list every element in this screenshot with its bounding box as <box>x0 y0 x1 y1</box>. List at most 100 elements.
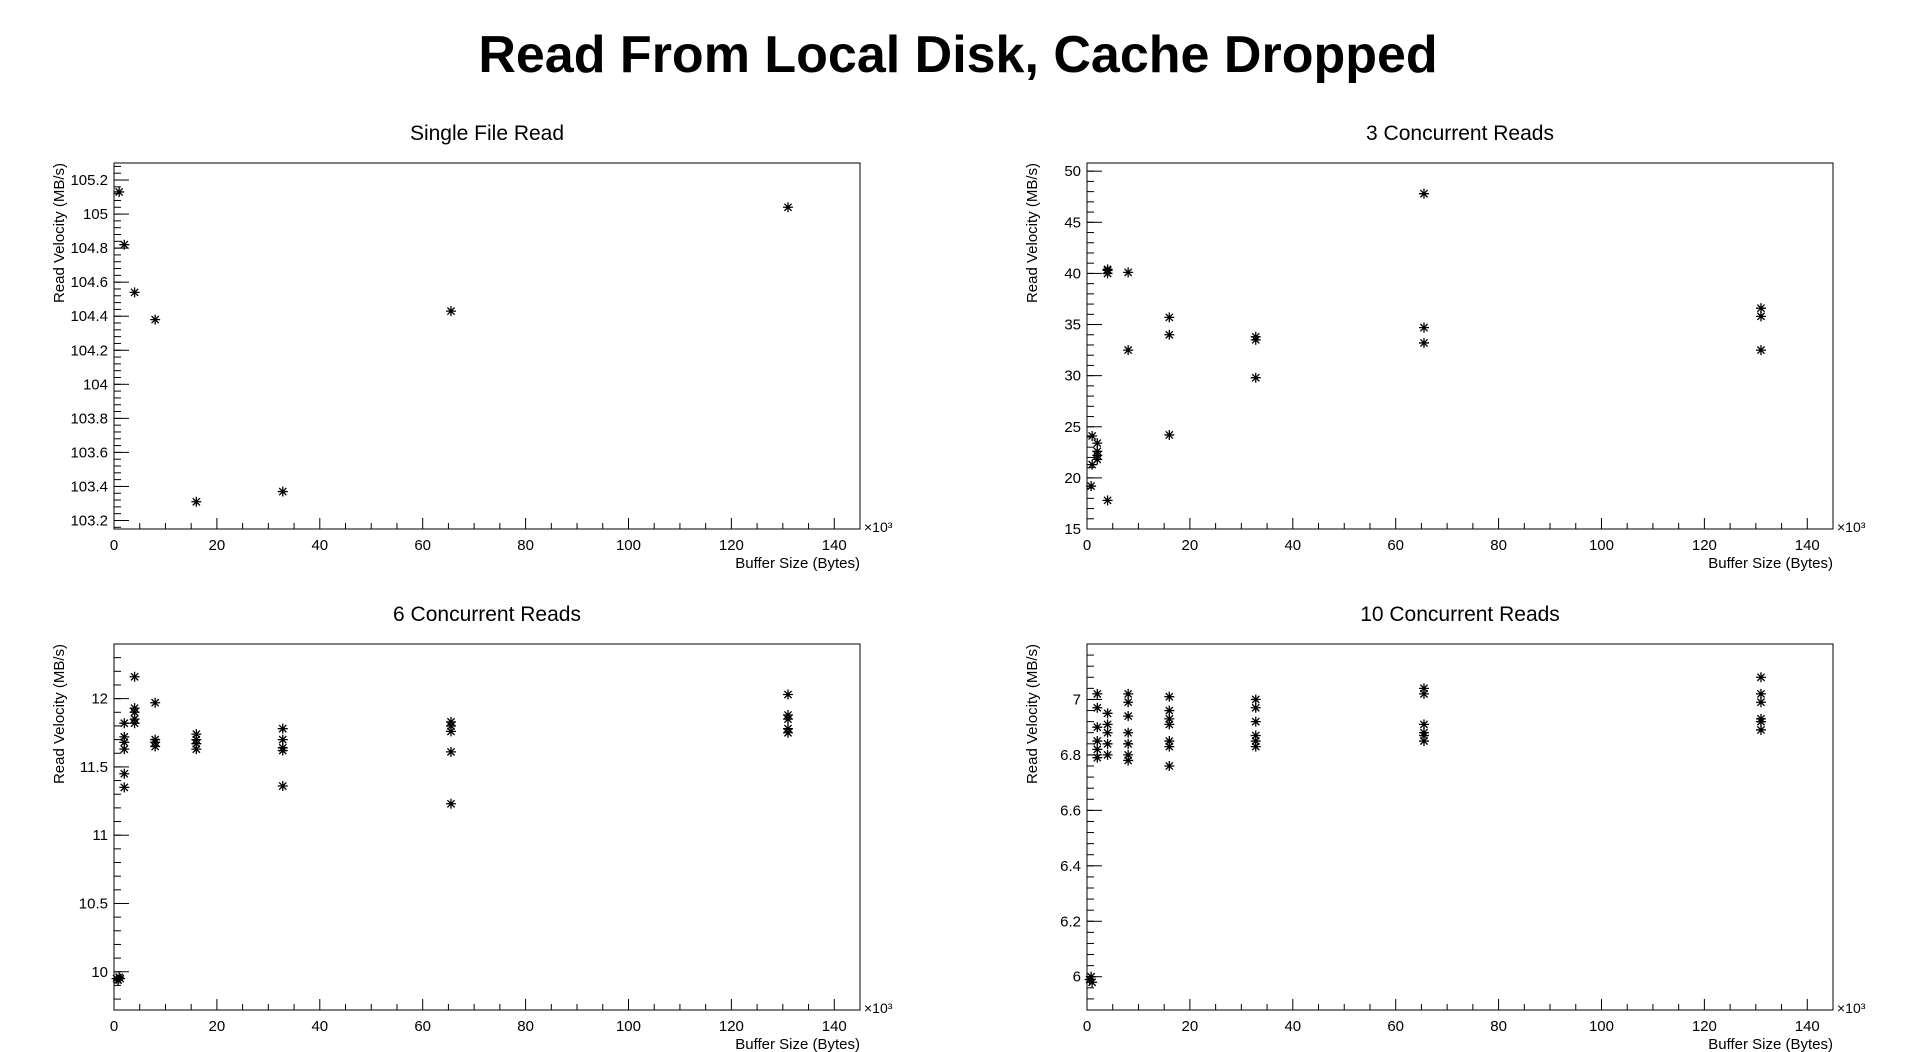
x-tick-label: 60 <box>1387 537 1404 554</box>
data-point <box>1123 738 1134 749</box>
x-axis-label: Buffer Size (Bytes) <box>735 555 860 572</box>
data-point <box>119 239 130 250</box>
data-point <box>1418 727 1429 738</box>
x-tick-label: 120 <box>719 1018 744 1035</box>
data-point <box>1123 755 1134 766</box>
y-tick-label: 25 <box>1064 419 1081 436</box>
data-point <box>1755 345 1766 356</box>
data-point <box>1102 719 1113 730</box>
data-point <box>1164 736 1175 747</box>
x-tick-label: 0 <box>1083 1018 1091 1035</box>
y-tick-label: 6 <box>1073 969 1081 986</box>
data-point <box>1092 736 1103 747</box>
data-point <box>1755 697 1766 708</box>
data-point <box>1755 311 1766 322</box>
x-axis-label: Buffer Size (Bytes) <box>1708 1036 1833 1052</box>
x-tick-label: 100 <box>1589 537 1614 554</box>
data-point <box>445 798 456 809</box>
data-point <box>1418 188 1429 199</box>
data-point <box>1123 697 1134 708</box>
data-point <box>1102 749 1113 760</box>
data-point <box>1102 264 1113 275</box>
y-tick-label: 105.2 <box>70 172 108 189</box>
y-tick-label: 104.4 <box>70 308 108 325</box>
x-tick-label: 0 <box>1083 537 1091 554</box>
x-tick-label: 20 <box>1182 1018 1199 1035</box>
data-point <box>115 973 126 984</box>
data-point <box>1092 702 1103 713</box>
data-point <box>1092 722 1103 733</box>
plot-frame <box>113 162 861 530</box>
data-point <box>150 697 161 708</box>
x-tick-label: 20 <box>209 1018 226 1035</box>
x-tick-label: 100 <box>1589 1018 1614 1035</box>
y-tick-label: 104.2 <box>70 342 108 359</box>
x-tick-label: 140 <box>822 1018 847 1035</box>
chart-1: Single File Read 0 20 40 60 80 100 120 140 103.2 1… <box>51 122 893 572</box>
data-point <box>1092 446 1103 457</box>
data-point <box>277 723 288 734</box>
chart-4: 10 Concurrent Reads 0 20 40 60 80 100 120 140 6 6.… <box>1024 603 1866 1052</box>
x-axis-label: Buffer Size (Bytes) <box>735 1036 860 1052</box>
y-tick-label: 7 <box>1073 691 1081 708</box>
data-point <box>1250 741 1261 752</box>
data-point <box>1123 727 1134 738</box>
data-point <box>1087 459 1098 470</box>
x-tick-label: 80 <box>1490 1018 1507 1035</box>
x-tick-label: 120 <box>1692 1018 1717 1035</box>
data-point <box>1102 738 1113 749</box>
x-multiplier-label: ×10³ <box>864 1000 893 1016</box>
data-point <box>1250 702 1261 713</box>
data-point <box>150 734 161 745</box>
y-axis-label: Read Velocity (MB/s) <box>51 163 68 303</box>
y-tick-label: 6.2 <box>1060 913 1081 930</box>
chart-title: 6 Concurrent Reads <box>393 603 581 626</box>
data-point <box>1250 372 1261 383</box>
data-point <box>119 731 130 742</box>
plot-frame <box>1086 162 1834 530</box>
data-point <box>1164 719 1175 730</box>
x-tick-label: 60 <box>414 1018 431 1035</box>
x-tick-label: 80 <box>1490 537 1507 554</box>
y-tick-label: 12 <box>91 691 108 708</box>
data-point <box>277 734 288 745</box>
data-point <box>1092 438 1103 449</box>
data-point <box>119 744 130 755</box>
data-point <box>1102 727 1113 738</box>
data-point <box>1164 312 1175 323</box>
data-point <box>1164 741 1175 752</box>
data-point <box>1755 688 1766 699</box>
x-tick-label: 40 <box>1284 537 1301 554</box>
x-tick-label: 120 <box>719 537 744 554</box>
data-point <box>1250 716 1261 727</box>
y-tick-label: 40 <box>1064 265 1081 282</box>
data-point <box>1087 977 1098 988</box>
figure-title: Read From Local Disk, Cache Dropped <box>478 26 1438 84</box>
y-tick-label: 10.5 <box>79 895 108 912</box>
data-point <box>1123 267 1134 278</box>
y-tick-label: 6.4 <box>1060 858 1081 875</box>
data-point <box>1418 683 1429 694</box>
data-point <box>1092 752 1103 763</box>
x-tick-label: 100 <box>616 537 641 554</box>
y-tick-label: 103.6 <box>70 444 108 461</box>
y-tick-label: 104 <box>83 376 108 393</box>
data-point <box>1250 694 1261 705</box>
x-tick-label: 80 <box>517 1018 534 1035</box>
data-point <box>119 718 130 729</box>
plot-frame <box>113 643 861 1011</box>
x-tick-label: 140 <box>1795 1018 1820 1035</box>
data-point <box>119 768 130 779</box>
y-axis-label: Read Velocity (MB/s) <box>51 644 68 784</box>
y-tick-label: 15 <box>1064 521 1081 538</box>
data-point <box>1418 736 1429 747</box>
data-point <box>129 703 140 714</box>
x-multiplier-label: ×10³ <box>1837 519 1866 535</box>
x-tick-label: 80 <box>517 537 534 554</box>
data-point <box>191 744 202 755</box>
y-tick-label: 103.4 <box>70 478 108 495</box>
y-tick-label: 11 <box>92 827 108 844</box>
data-point <box>1755 672 1766 683</box>
